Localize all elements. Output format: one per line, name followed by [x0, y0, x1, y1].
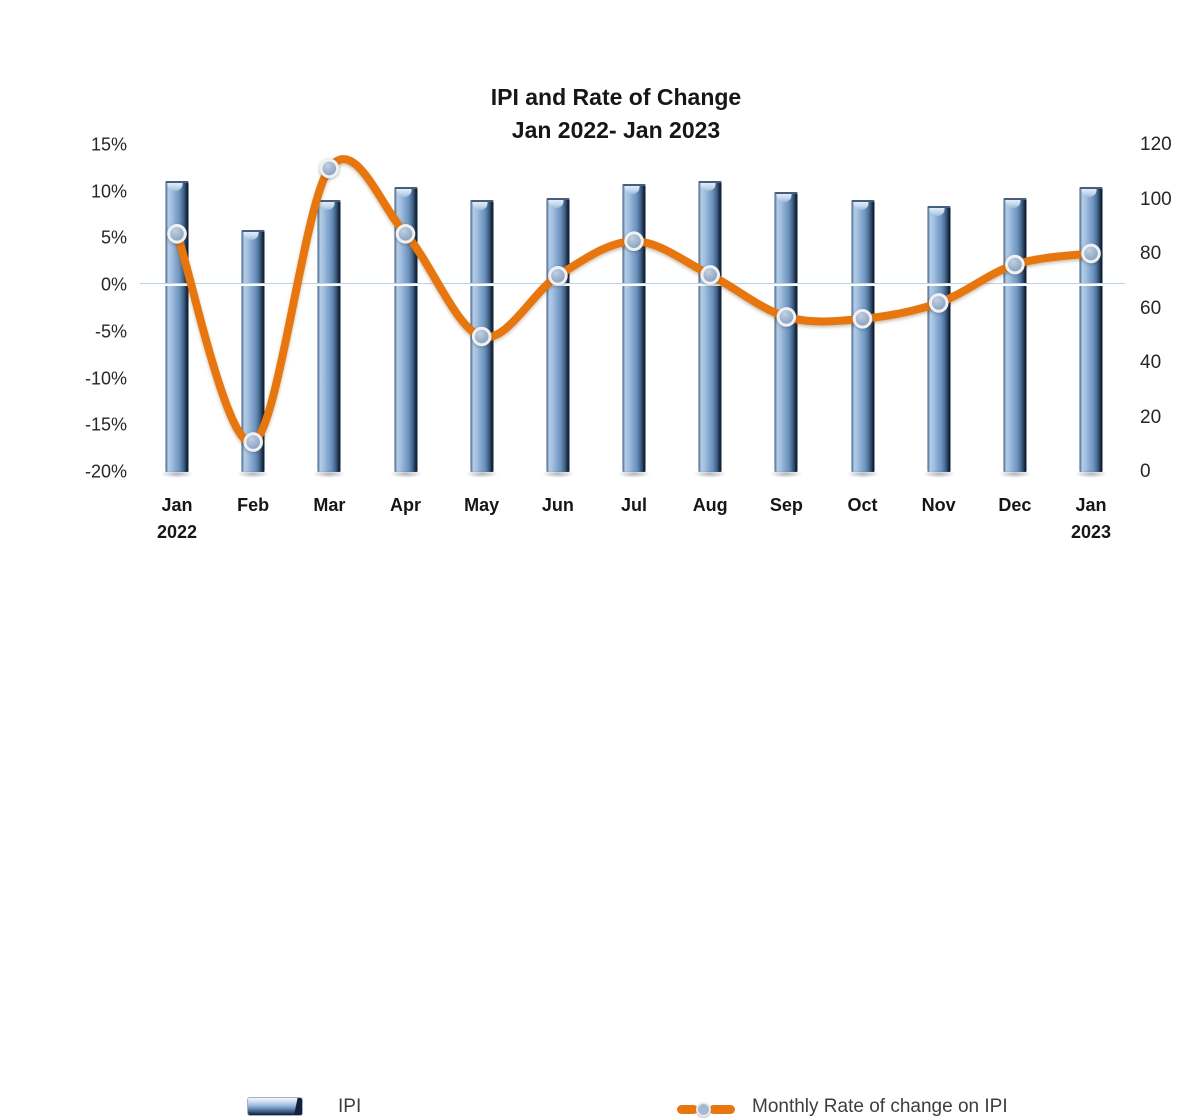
x-label-year: 2022 — [156, 522, 198, 542]
rate-marker-sep — [776, 307, 797, 327]
bar-top-cap — [1005, 199, 1021, 208]
ipi-bar-sep — [769, 192, 803, 478]
left-axis-tick-15pct: 15% — [90, 134, 127, 155]
legend: IPI Monthly Rate of change on IPI — [0, 545, 1200, 1117]
x-label-may: May — [464, 492, 499, 519]
right-axis-tick-40: 40 — [1140, 352, 1162, 373]
chart-title-block: IPI and Rate of Change Jan 2022- Jan 202… — [140, 81, 1092, 147]
ipi-bar-apr — [389, 186, 422, 479]
chart-subtitle: Jan 2022- Jan 2023 — [511, 117, 721, 143]
left-axis-tick-neg15pct: -15% — [84, 414, 127, 435]
x-label-month: Mar — [313, 495, 346, 515]
bar-top-cap — [700, 183, 716, 192]
rate-marker-aug — [700, 265, 721, 285]
rate-marker-jun — [548, 266, 568, 286]
x-label-month: Jan — [1075, 495, 1107, 515]
rate-line-swatch-icon — [677, 1101, 735, 1118]
x-label-sep: Sep — [770, 492, 803, 519]
plot-area — [140, 145, 1125, 479]
x-label-month: May — [464, 495, 500, 515]
chart-title: IPI and Rate of Change — [490, 84, 742, 110]
rate-marker-apr — [395, 224, 416, 244]
bar-top-cap — [548, 199, 564, 208]
rate-marker-feb — [243, 432, 263, 452]
ipi-bar-jul — [617, 183, 651, 479]
rate-marker-oct — [852, 309, 873, 329]
left-axis-tick-neg5pct: -5% — [94, 321, 127, 342]
chart-canvas: IPI and Rate of Change Jan 2022- Jan 202… — [0, 0, 1200, 656]
rate-marker-may — [471, 326, 492, 347]
left-axis-tick-5pct: 5% — [100, 227, 127, 248]
legend-label-rate: Monthly Rate of change on IPI — [752, 1096, 1008, 1117]
x-label-feb: Feb — [237, 492, 269, 519]
ipi-bar-jun — [541, 197, 575, 478]
bar-top-cap — [396, 188, 411, 197]
right-axis-tick-80: 80 — [1140, 243, 1162, 264]
right-axis-tick-100: 100 — [1140, 188, 1172, 210]
right-axis-tick-120: 120 — [1140, 134, 1172, 155]
rate-dash-icon — [709, 1105, 735, 1114]
x-label-oct: Oct — [848, 492, 878, 519]
legend-label-ipi: IPI — [338, 1096, 362, 1117]
x-label-apr: Apr — [390, 492, 421, 519]
x-label-year: 2023 — [1071, 522, 1112, 542]
bar-top-cap — [624, 185, 640, 194]
bar-top-cap — [853, 202, 869, 211]
ipi-bar-feb — [236, 230, 270, 478]
rate-marker-jan-2022 — [167, 224, 187, 244]
x-label-jun: Jun — [542, 492, 574, 519]
x-label-month: Aug — [692, 495, 728, 515]
zero-gridline-highlight — [140, 284, 1125, 286]
left-axis-tick-neg10pct: -10% — [84, 368, 127, 389]
right-axis-tick-60: 60 — [1140, 297, 1162, 319]
rate-marker-jan-2023 — [1081, 243, 1101, 264]
x-label-month: Sep — [769, 495, 803, 515]
rate-marker-dec — [1005, 254, 1025, 275]
x-label-nov: Nov — [922, 492, 956, 519]
bar-top-cap — [319, 202, 335, 211]
right-axis: 120 100 80 60 40 20 0 — [1140, 0, 1200, 500]
right-axis-tick-20: 20 — [1140, 406, 1162, 428]
x-label-mar: Mar — [313, 492, 345, 519]
bar-top-cap — [167, 183, 183, 192]
x-label-month: Nov — [921, 495, 956, 515]
bar-top-cap — [1081, 188, 1097, 197]
rate-marker-jul — [624, 231, 644, 251]
bar-top-cap — [243, 232, 259, 241]
x-label-month: Feb — [237, 495, 270, 515]
left-axis-tick-10pct: 10% — [90, 181, 127, 202]
bar-top-cap — [472, 202, 488, 211]
x-label-month: Apr — [390, 495, 421, 515]
x-label-month: Jun — [541, 495, 574, 515]
rate-line — [173, 155, 1095, 447]
rate-line-chart — [167, 155, 1101, 452]
bar-top-cap — [776, 194, 792, 203]
ipi-bar-aug — [693, 181, 727, 478]
x-label-jan-2022: Jan 2022 — [157, 492, 197, 546]
ipi-bar-nov — [922, 205, 956, 479]
bar-top-cap — [929, 207, 945, 216]
x-label-aug: Aug — [693, 492, 728, 519]
ipi-bar-swatch-icon — [248, 1098, 302, 1115]
ipi-bar-oct — [846, 200, 880, 478]
left-axis-tick-0pct: 0% — [100, 274, 127, 295]
right-axis-tick-0: 0 — [1140, 461, 1151, 482]
x-label-month: Dec — [998, 495, 1032, 515]
rate-marker-icon — [696, 1102, 711, 1117]
x-label-jul: Jul — [621, 492, 647, 519]
rate-dash-icon — [677, 1105, 698, 1114]
left-axis: 15% 10% 5% 0% -5% -10% -15% -20% — [0, 0, 127, 500]
ipi-bar-mar — [312, 200, 346, 478]
x-label-jan-2023: Jan 2023 — [1071, 492, 1111, 546]
x-label-month: Oct — [847, 495, 878, 515]
rate-marker-mar — [319, 158, 340, 179]
x-label-month: Jan — [161, 495, 193, 515]
left-axis-tick-neg20pct: -20% — [84, 461, 127, 482]
rate-marker-nov — [928, 293, 949, 313]
x-label-month: Jul — [621, 495, 648, 515]
x-label-dec: Dec — [998, 492, 1031, 519]
